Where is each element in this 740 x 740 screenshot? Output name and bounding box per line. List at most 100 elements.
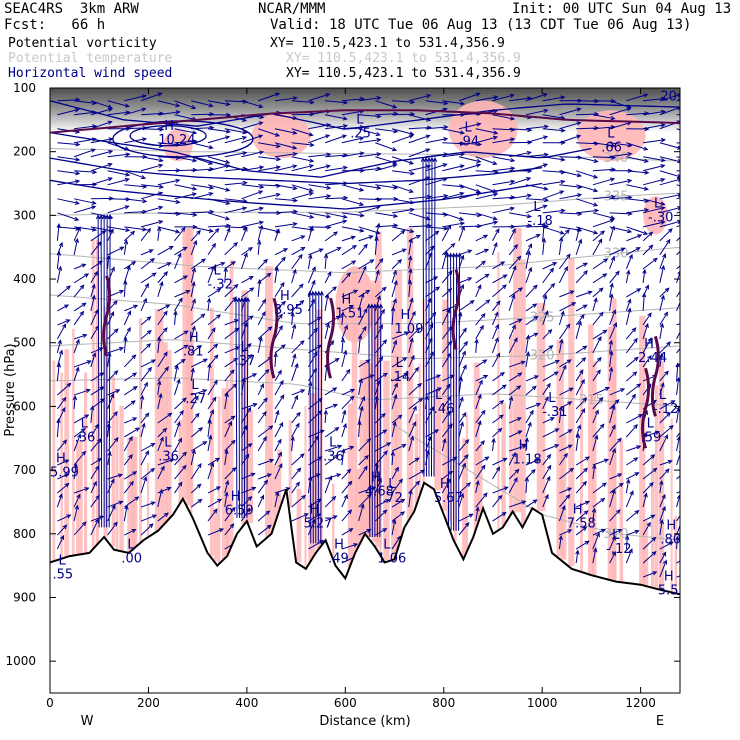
y-tick-label: 800 bbox=[13, 527, 36, 541]
y-tick-label: 700 bbox=[13, 463, 36, 477]
wind-vector bbox=[358, 137, 382, 144]
x-tick-label: 1000 bbox=[527, 696, 558, 710]
wind-vector bbox=[659, 206, 680, 214]
wind-vector bbox=[541, 221, 547, 241]
wind-vector bbox=[308, 248, 324, 256]
wind-vector bbox=[425, 152, 449, 158]
wind-vector bbox=[375, 286, 387, 298]
wind-vector bbox=[323, 253, 329, 269]
wind-vector bbox=[90, 120, 113, 130]
wind-vector bbox=[676, 435, 680, 452]
wind-vector bbox=[626, 170, 650, 175]
wind-vector bbox=[224, 491, 229, 508]
wind-vector bbox=[207, 461, 215, 480]
wind-vector bbox=[525, 351, 531, 368]
wind-vector bbox=[575, 369, 584, 382]
wind-vector bbox=[492, 300, 501, 312]
wind-vector bbox=[157, 427, 168, 438]
wind-vector bbox=[274, 114, 298, 121]
wind-vector bbox=[174, 139, 198, 144]
wind-vector bbox=[509, 177, 532, 186]
wind-vector bbox=[391, 229, 406, 242]
pv-extremum-type: L bbox=[383, 537, 391, 552]
wind-vector bbox=[591, 507, 597, 522]
wind-vector bbox=[642, 198, 666, 206]
wind-vector bbox=[458, 163, 482, 172]
wind-vector bbox=[340, 337, 346, 353]
wind-vector bbox=[408, 114, 432, 122]
wind-vector bbox=[207, 528, 225, 536]
wind-vector bbox=[391, 226, 415, 234]
wind-vector bbox=[56, 534, 64, 550]
wind-vector bbox=[492, 274, 508, 284]
wind-vector bbox=[157, 142, 181, 147]
wind-vector bbox=[592, 218, 615, 228]
wind-vector bbox=[475, 184, 498, 194]
wind-vector bbox=[274, 324, 283, 340]
wind-vector bbox=[241, 353, 253, 368]
wind-vector bbox=[207, 288, 222, 298]
wind-vector bbox=[174, 252, 182, 270]
wind-vector bbox=[626, 226, 649, 235]
pv-extrema-labels: H10.24L.25 L.94L.66H20.6L-.18L-.30L-.32H3… bbox=[50, 88, 680, 598]
wind-vector bbox=[608, 339, 614, 354]
theta-contour bbox=[50, 246, 680, 274]
wind-vector bbox=[542, 282, 556, 298]
wind-vector bbox=[492, 511, 507, 522]
wind-vector bbox=[73, 450, 87, 466]
wind-vector bbox=[57, 198, 80, 205]
wind-vector bbox=[324, 387, 338, 396]
wind-vector bbox=[291, 422, 300, 438]
wind-vector bbox=[341, 305, 355, 312]
pv-extremum-type: H bbox=[371, 471, 381, 486]
wind-vector bbox=[191, 209, 215, 215]
wind-vector bbox=[157, 262, 172, 270]
wind-vector bbox=[274, 438, 282, 452]
wind-vector bbox=[57, 285, 71, 298]
wind-vector bbox=[157, 392, 163, 410]
wind-vector bbox=[291, 411, 301, 424]
wind-vector bbox=[508, 324, 516, 340]
pv-extremum-value: 3.95 bbox=[274, 303, 303, 318]
pv-extremum-value: .36 bbox=[75, 430, 96, 445]
wind-vector bbox=[124, 304, 139, 312]
pv-extremum-value: .36 bbox=[323, 450, 344, 465]
wind-vector bbox=[642, 354, 652, 368]
wind-vector bbox=[475, 312, 486, 326]
valid-time: Valid: 18 UTC Tue 06 Aug 13 (13 CDT Tue … bbox=[270, 17, 692, 33]
wind-vector bbox=[642, 164, 666, 172]
wind-vector bbox=[358, 465, 368, 480]
wind-vector bbox=[358, 259, 375, 270]
wind-vector bbox=[325, 114, 348, 121]
wind-vector bbox=[174, 246, 188, 256]
wind-vector bbox=[174, 275, 188, 284]
wind-vector bbox=[73, 388, 91, 396]
pv-fill-streak bbox=[119, 405, 124, 551]
wind-vector bbox=[241, 315, 254, 326]
wind-vector bbox=[492, 486, 509, 494]
wind-vector bbox=[542, 310, 549, 326]
wind-vector bbox=[525, 234, 541, 242]
pv-fill-streak bbox=[162, 342, 168, 526]
pv-fill-streak bbox=[560, 434, 567, 560]
wind-vector bbox=[341, 395, 355, 410]
pv-fill-streak bbox=[367, 374, 373, 537]
wind-vector bbox=[56, 265, 63, 283]
wind-vector bbox=[174, 226, 186, 242]
wind-vector bbox=[575, 357, 587, 368]
wind-vector bbox=[609, 388, 626, 396]
wind-vector bbox=[378, 303, 384, 537]
wind-vector bbox=[241, 220, 265, 228]
wind-vector bbox=[659, 93, 680, 102]
wind-vector bbox=[592, 458, 609, 466]
wind-vector bbox=[475, 409, 486, 424]
pv-extremum: L.66 bbox=[601, 127, 622, 156]
wind-vector bbox=[73, 504, 79, 522]
wind-vector bbox=[157, 198, 181, 204]
wind-vector bbox=[57, 524, 68, 536]
wind-vector bbox=[324, 231, 339, 242]
wind-vector bbox=[458, 249, 473, 256]
wind-vector bbox=[190, 267, 197, 283]
pv-extremum-value: .94 bbox=[459, 134, 480, 149]
wind-vector bbox=[341, 212, 365, 218]
